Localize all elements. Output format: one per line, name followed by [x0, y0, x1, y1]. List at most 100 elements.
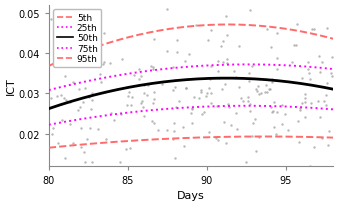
5th: [332, 38, 336, 41]
Point: [294, 44, 299, 47]
Point: [175, 39, 180, 42]
Point: [165, 50, 170, 54]
Point: [329, 75, 334, 78]
Point: [217, 77, 222, 80]
Point: [253, 149, 258, 153]
Point: [137, 78, 142, 82]
Point: [126, 91, 132, 95]
Point: [124, 148, 129, 151]
Line: 5th: 5th: [49, 25, 334, 67]
Point: [283, 113, 288, 116]
Point: [171, 137, 176, 141]
Point: [206, 130, 211, 134]
Point: [198, 89, 203, 92]
Point: [128, 104, 133, 107]
Point: [220, 40, 225, 43]
Point: [67, 123, 73, 126]
Point: [152, 38, 157, 42]
Point: [255, 85, 261, 88]
75th: [47, 124, 51, 126]
Point: [326, 129, 332, 132]
Line: 75th: 75th: [49, 106, 334, 125]
Point: [129, 96, 135, 100]
X-axis label: Days: Days: [177, 191, 205, 200]
Point: [189, 108, 195, 111]
Point: [221, 121, 227, 124]
Point: [232, 70, 237, 73]
Point: [199, 113, 204, 116]
Point: [140, 106, 145, 109]
Point: [183, 87, 188, 90]
Point: [317, 71, 322, 75]
Point: [207, 78, 213, 81]
Point: [76, 109, 81, 112]
Point: [139, 100, 144, 103]
Point: [328, 72, 334, 76]
Point: [299, 77, 305, 80]
Point: [171, 122, 176, 125]
50th: [332, 89, 336, 91]
75th: [244, 105, 248, 108]
Point: [62, 75, 67, 78]
50th: [100, 92, 104, 95]
Point: [312, 28, 317, 31]
25th: [246, 64, 250, 66]
Point: [176, 100, 182, 104]
Point: [214, 105, 220, 109]
Line: 25th: 25th: [49, 65, 334, 91]
Point: [245, 96, 250, 99]
Point: [266, 88, 272, 91]
Point: [206, 87, 211, 90]
95th: [319, 136, 323, 139]
Point: [55, 94, 60, 98]
25th: [100, 78, 104, 80]
Point: [149, 120, 155, 123]
Point: [329, 56, 335, 60]
Point: [119, 58, 124, 61]
Legend: 5th, 25th, 50th, 75th, 95th: 5th, 25th, 50th, 75th, 95th: [53, 10, 101, 67]
95th: [64, 145, 68, 147]
Point: [88, 108, 94, 111]
Point: [307, 164, 313, 168]
Point: [291, 44, 297, 47]
Point: [263, 84, 268, 88]
Point: [274, 57, 280, 61]
Point: [173, 106, 179, 109]
Point: [117, 160, 123, 164]
Point: [79, 127, 84, 130]
Point: [97, 73, 103, 77]
Point: [224, 35, 230, 38]
Point: [78, 145, 83, 149]
Point: [151, 98, 157, 101]
Point: [236, 86, 242, 89]
Point: [249, 65, 254, 68]
Point: [267, 88, 273, 91]
Point: [208, 102, 213, 105]
Point: [152, 91, 157, 94]
Point: [189, 107, 195, 110]
Point: [183, 87, 188, 90]
Point: [48, 97, 53, 101]
Point: [151, 122, 157, 125]
Point: [222, 83, 227, 86]
Point: [246, 80, 252, 83]
Point: [219, 88, 224, 91]
Point: [249, 134, 254, 138]
Point: [171, 129, 177, 133]
Point: [142, 92, 147, 95]
95th: [308, 136, 313, 139]
Point: [285, 128, 291, 132]
75th: [58, 122, 62, 124]
Point: [84, 138, 90, 141]
Point: [241, 99, 246, 103]
Point: [173, 156, 178, 160]
Point: [87, 96, 92, 99]
Point: [307, 78, 313, 81]
75th: [64, 121, 68, 123]
95th: [100, 142, 104, 144]
Point: [101, 63, 106, 66]
Point: [244, 160, 249, 164]
Point: [63, 99, 68, 102]
75th: [332, 109, 336, 111]
95th: [332, 137, 336, 139]
